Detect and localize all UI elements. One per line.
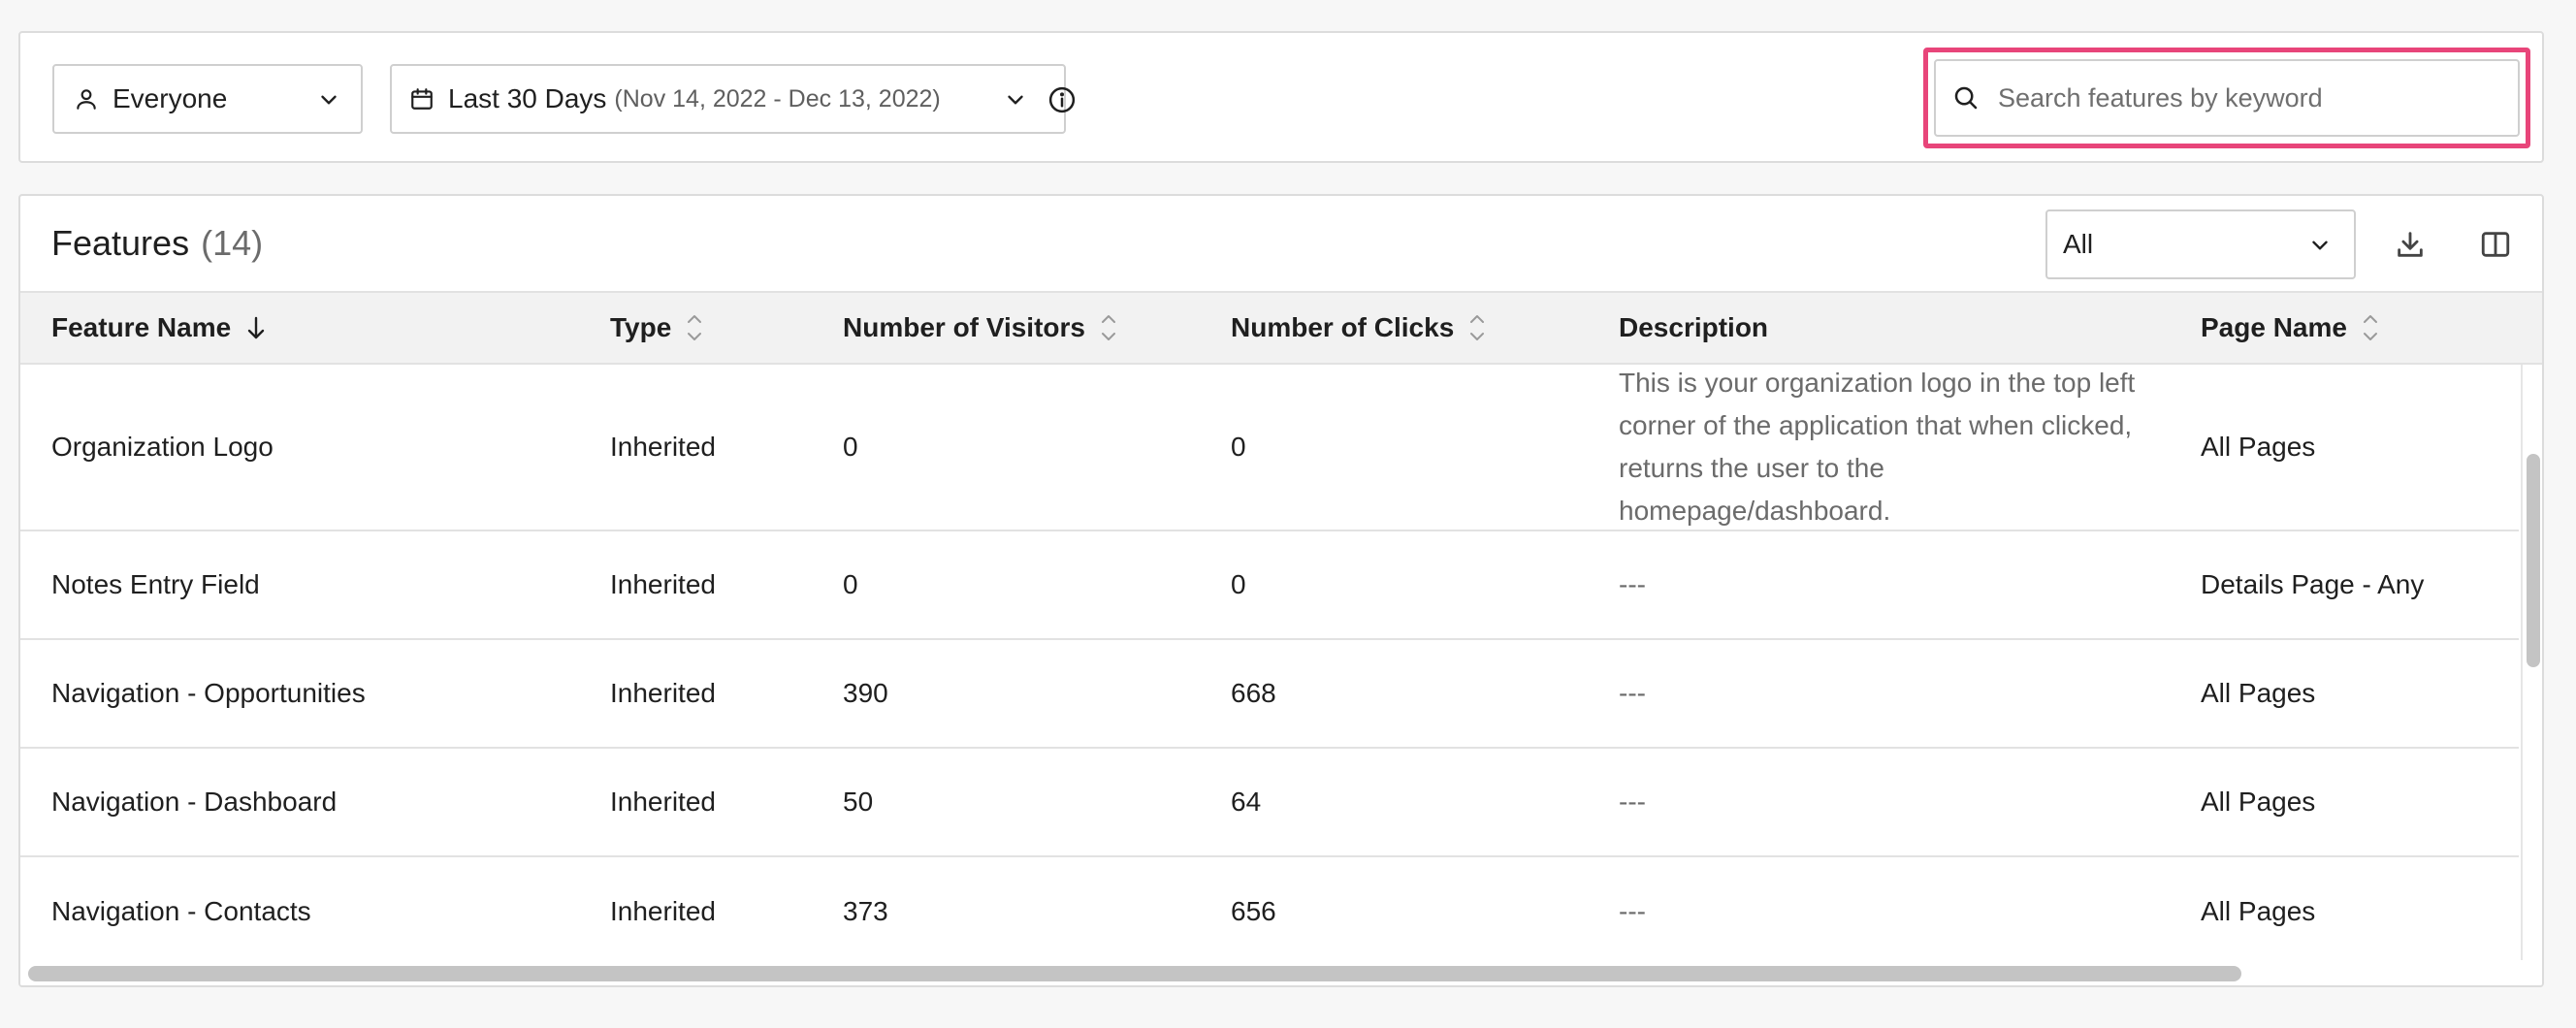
table-row[interactable]: Organization Logo Inherited 0 0 This is … xyxy=(20,365,2519,531)
info-icon[interactable] xyxy=(1047,85,1077,121)
cell-type: Inherited xyxy=(610,432,716,462)
cell-feature-name: Navigation - Dashboard xyxy=(51,787,338,817)
cell-feature-name: Notes Entry Field xyxy=(51,569,260,599)
horizontal-scrollbar[interactable] xyxy=(20,960,2542,985)
cell-description: --- xyxy=(1619,896,1646,926)
horizontal-scrollbar-thumb[interactable] xyxy=(28,966,2241,981)
features-panel: Features (14) All Feature Name xyxy=(18,194,2544,987)
cell-type: Inherited xyxy=(610,678,716,708)
chevron-down-icon xyxy=(1003,87,1028,119)
columns-icon xyxy=(2479,228,2512,261)
person-icon xyxy=(74,86,99,112)
column-header-page-name[interactable]: Page Name xyxy=(2201,293,2380,363)
cell-description: This is your organization logo in the to… xyxy=(1619,368,2136,526)
download-button[interactable] xyxy=(2387,221,2433,268)
column-header-label: Description xyxy=(1619,312,1769,342)
cell-visitors: 390 xyxy=(843,678,888,708)
table-row[interactable]: Navigation - Opportunities Inherited 390… xyxy=(20,640,2519,749)
chevron-down-icon xyxy=(316,87,341,119)
cell-visitors: 0 xyxy=(843,569,858,599)
calendar-icon xyxy=(409,86,435,112)
column-header-label: Type xyxy=(610,312,672,342)
cell-feature-name: Organization Logo xyxy=(51,432,274,462)
column-header-label: Feature Name xyxy=(51,312,232,342)
cell-page-name: All Pages xyxy=(2201,787,2316,817)
columns-toggle-button[interactable] xyxy=(2472,221,2519,268)
date-range-dates: (Nov 14, 2022 - Dec 13, 2022) xyxy=(614,84,941,112)
search-icon xyxy=(1951,83,1980,112)
date-range-dropdown[interactable]: Last 30 Days (Nov 14, 2022 - Dec 13, 202… xyxy=(390,64,1076,134)
cell-page-name: All Pages xyxy=(2201,432,2316,462)
sort-icon xyxy=(1099,310,1118,345)
cell-type: Inherited xyxy=(610,569,716,599)
panel-title: Features (14) xyxy=(51,223,263,264)
vertical-scrollbar-thumb[interactable] xyxy=(2527,454,2540,667)
cell-type: Inherited xyxy=(610,787,716,817)
cell-description: --- xyxy=(1619,569,1646,599)
cell-page-name: All Pages xyxy=(2201,678,2316,708)
table-body: Organization Logo Inherited 0 0 This is … xyxy=(20,365,2519,960)
segment-dropdown[interactable]: Everyone xyxy=(52,64,363,134)
cell-visitors: 0 xyxy=(843,432,858,462)
cell-clicks: 64 xyxy=(1231,787,1262,817)
cell-feature-name: Navigation - Opportunities xyxy=(51,678,366,708)
cell-description: --- xyxy=(1619,678,1646,708)
download-icon xyxy=(2394,228,2427,261)
table-header: Feature Name Type Number of Visitors xyxy=(20,291,2542,365)
table-row[interactable]: Notes Entry Field Inherited 0 0 --- Deta… xyxy=(20,531,2519,640)
sort-icon xyxy=(685,310,704,345)
search-input[interactable] xyxy=(1996,81,2500,114)
column-header-clicks[interactable]: Number of Clicks xyxy=(1231,293,1487,363)
column-header-description: Description xyxy=(1619,293,1768,363)
cell-feature-name: Navigation - Contacts xyxy=(51,896,311,926)
filter-bar: Everyone Last 30 Days (Nov 14, 2022 - De… xyxy=(18,31,2544,163)
column-header-label: Number of Clicks xyxy=(1231,312,1455,342)
feature-count: (14) xyxy=(201,223,264,263)
cell-type: Inherited xyxy=(610,896,716,926)
arrow-down-icon xyxy=(244,314,268,341)
table-row[interactable]: Navigation - Dashboard Inherited 50 64 -… xyxy=(20,749,2519,857)
column-header-label: Page Name xyxy=(2201,312,2347,342)
cell-page-name: All Pages xyxy=(2201,896,2316,926)
cell-clicks: 0 xyxy=(1231,432,1246,462)
cell-clicks: 668 xyxy=(1231,678,1276,708)
feature-filter-select[interactable]: All xyxy=(2045,209,2356,279)
feature-filter-value: All xyxy=(2063,229,2094,259)
cell-clicks: 656 xyxy=(1231,896,1276,926)
date-range-label: Last 30 Days xyxy=(448,83,607,113)
sort-icon xyxy=(2361,310,2380,345)
panel-title-text: Features xyxy=(51,223,190,263)
chevron-down-icon xyxy=(2307,233,2333,265)
cell-page-name: Details Page - Any xyxy=(2201,569,2425,599)
table-row[interactable]: Navigation - Contacts Inherited 373 656 … xyxy=(20,857,2519,960)
column-header-visitors[interactable]: Number of Visitors xyxy=(843,293,1118,363)
segment-label: Everyone xyxy=(113,83,228,113)
column-header-type[interactable]: Type xyxy=(610,293,704,363)
vertical-scrollbar[interactable] xyxy=(2521,365,2542,960)
cell-visitors: 50 xyxy=(843,787,874,817)
cell-description: --- xyxy=(1619,787,1646,817)
column-header-label: Number of Visitors xyxy=(843,312,1085,342)
search-highlight-outline xyxy=(1923,48,2530,148)
sort-icon xyxy=(1467,310,1487,345)
column-header-feature-name[interactable]: Feature Name xyxy=(51,293,268,363)
cell-clicks: 0 xyxy=(1231,569,1246,599)
search-box[interactable] xyxy=(1934,59,2520,137)
cell-visitors: 373 xyxy=(843,896,888,926)
